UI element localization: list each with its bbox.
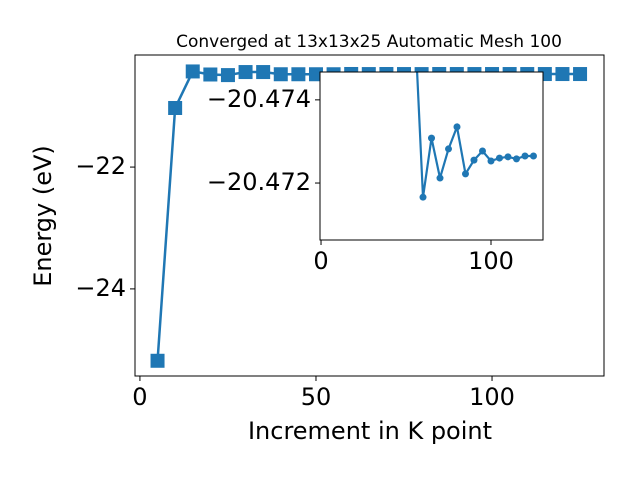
marker [521, 152, 529, 160]
y-tick-label: −20.472 [207, 168, 311, 196]
x-tick-label: 0 [132, 383, 147, 411]
x-tick-label: 50 [301, 383, 332, 411]
marker [487, 157, 495, 165]
axes-frame [319, 71, 544, 241]
x-tick-label: 0 [313, 247, 328, 275]
marker [453, 123, 461, 131]
marker [470, 156, 478, 164]
y-tick-label: −22 [75, 152, 126, 180]
marker [555, 67, 570, 82]
marker [220, 68, 235, 83]
marker [478, 147, 486, 155]
x-tick-label: 100 [469, 383, 515, 411]
axes-frame [134, 54, 605, 377]
x-tick-label: 100 [468, 247, 514, 275]
marker [291, 67, 306, 82]
marker [308, 67, 323, 82]
marker [573, 67, 588, 82]
marker [436, 174, 444, 182]
chart-title: Converged at 13x13x25 Automatic Mesh 100 [176, 32, 562, 52]
marker [256, 65, 271, 80]
marker [185, 64, 200, 79]
marker [512, 155, 520, 163]
marker [461, 170, 469, 178]
marker [411, 13, 418, 20]
plot-clip [411, 13, 537, 201]
y-tick-label: −24 [75, 274, 126, 302]
marker [168, 100, 183, 115]
marker [504, 153, 512, 161]
marker [444, 145, 452, 153]
x-axis-label: Increment in K point [248, 417, 492, 445]
y-axis-label: Energy (eV) [29, 145, 57, 287]
marker [150, 353, 165, 368]
marker [238, 65, 253, 80]
y-tick-label: −20.474 [207, 85, 311, 113]
marker [203, 67, 218, 82]
marker [419, 193, 427, 201]
marker [428, 134, 435, 142]
marker [529, 152, 537, 160]
marker [273, 67, 288, 82]
marker [495, 154, 503, 162]
